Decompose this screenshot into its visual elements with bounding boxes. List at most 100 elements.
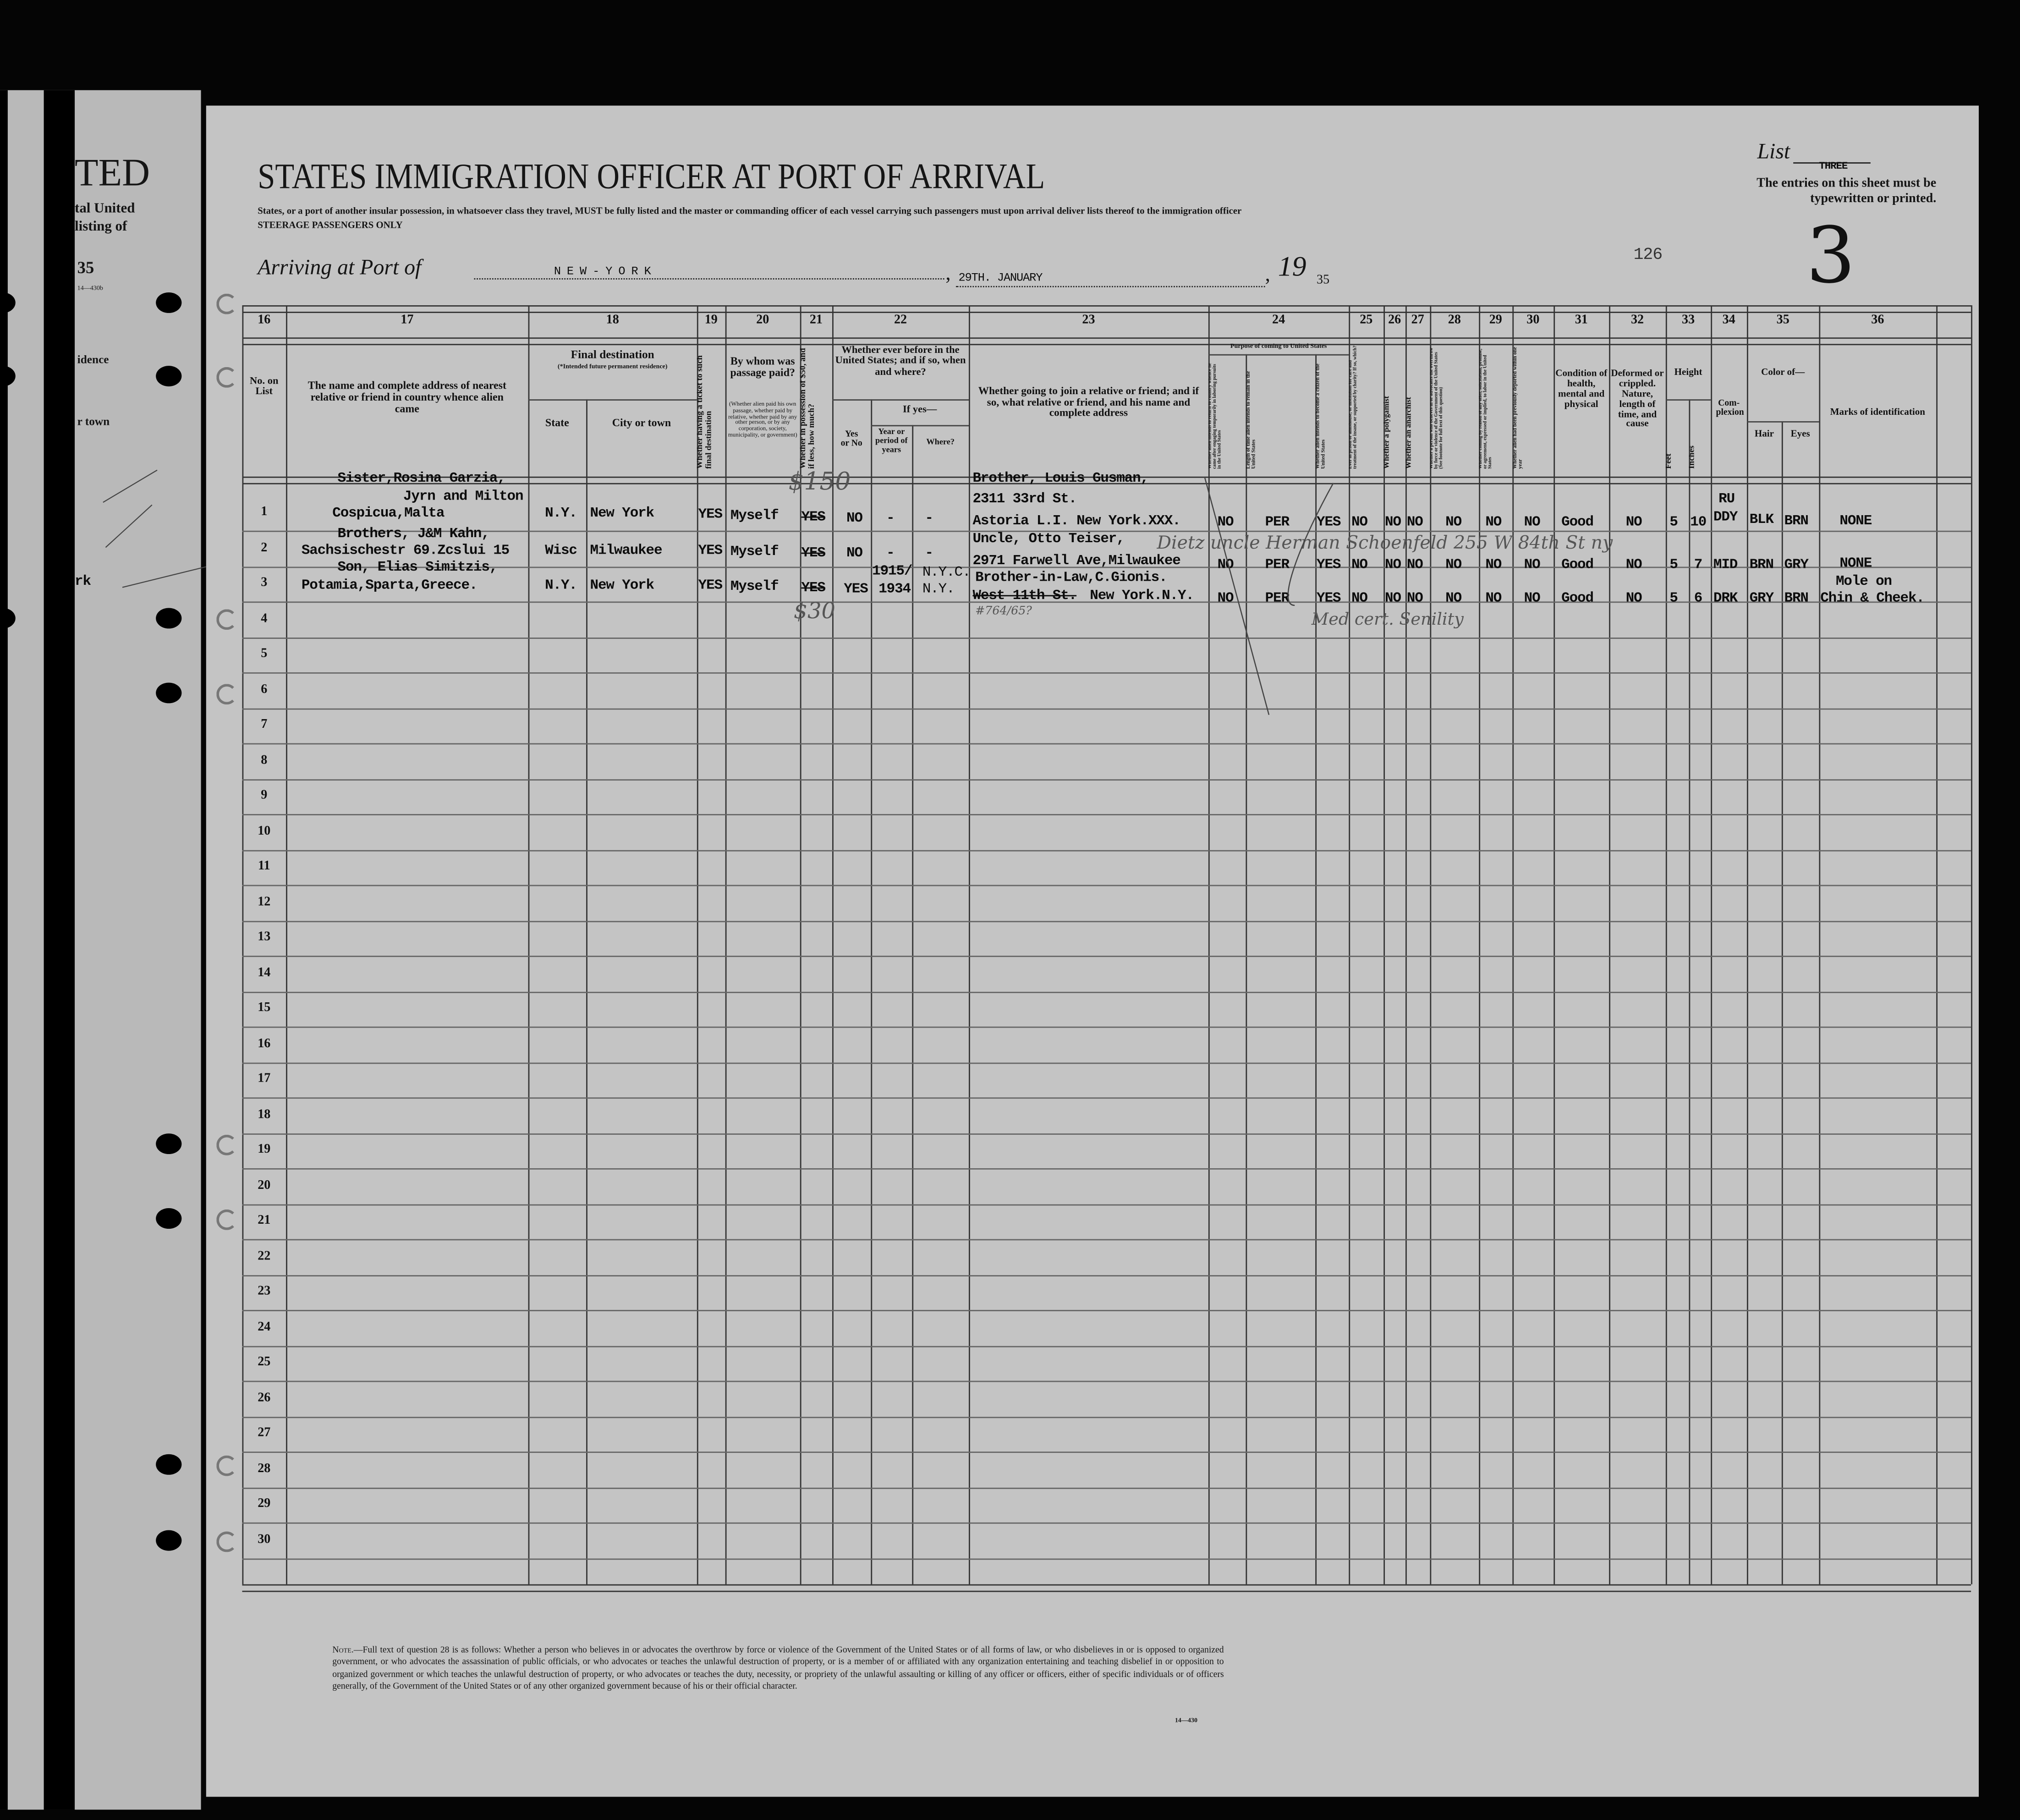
row-number: 20 [258,1178,271,1192]
joining-line: New York.N.Y. [1090,588,1194,605]
reinforcement-ring [216,684,237,705]
port-value: N E W - Y O R K [554,265,651,279]
destination-city: Milwaukee [590,543,663,559]
row-rule [242,885,1971,886]
marks-line: Chin & Cheek. [1820,591,1925,607]
header-if-yes: If yes— [902,403,937,415]
header-health: Condition of health, mental and physical [1555,367,1608,409]
column-rule [1405,305,1407,1584]
left-page-form-number: 14—430b [77,286,103,292]
row-rule [242,1522,1971,1524]
column-rule [1246,354,1247,1584]
height-inches: 7 [1694,557,1703,573]
column-number-23: 23 [1082,313,1095,327]
row-rule [242,1558,1971,1559]
column-rule [1936,305,1938,1584]
before-where: - [925,511,933,527]
polygamist-value: NO [1385,591,1401,607]
year-prefix: 19 [1278,250,1306,282]
before-year: - [886,546,895,562]
reinforcement-ring [216,293,237,314]
row-rule [242,530,1971,532]
year-suffix: 35 [1317,273,1330,287]
row-number: 16 [258,1036,271,1050]
date-value: 29TH. JANUARY [958,271,1043,285]
column-rule [1383,305,1385,1584]
row-number: 18 [258,1107,271,1122]
purpose-return: NO [1217,557,1234,573]
film-edge [0,90,8,1810]
relative-name: Son, Elias Simitzis, [337,560,498,576]
purpose-length: PER [1265,591,1290,607]
row-number: 9 [261,788,268,803]
double-rule [242,476,1971,484]
row-number: 10 [258,824,271,838]
left-page-entry: rk [75,574,91,590]
row-number: 1 [261,505,268,519]
column-rule [1430,305,1432,1584]
deformed-value: NO [1625,557,1642,573]
column-rule [1819,305,1821,1584]
eyes-value: GRY [1784,557,1809,573]
header-final-destination: Final destination [571,347,654,361]
form-instruction: States, or a port of another insular pos… [258,204,1242,217]
left-page-column-label: idence [77,353,109,366]
double-rule [242,305,1971,313]
deported-value: NO [1524,591,1541,607]
row-rule [242,672,1971,674]
form-title: STATES IMMIGRATION OFFICER AT PORT OF AR… [258,157,1045,197]
column-rule [1711,305,1713,1584]
before-where: - [925,546,933,562]
row-number: 24 [258,1320,271,1334]
punch-hole [156,682,182,704]
destination-city: New York [590,578,655,594]
deported-value: NO [1524,557,1541,573]
handwritten-annotation: Med cert. Senility [1311,610,1464,630]
punch-hole [156,1530,182,1551]
row-number: 25 [258,1355,271,1369]
column-rule [1609,305,1610,1584]
footnote-text: —Full text of question 28 is as follows:… [332,1644,1224,1691]
complexion-value: MID [1713,557,1738,573]
row-rule [242,1204,1971,1205]
column-number-34: 34 [1722,313,1735,327]
complexion-value: DRK [1713,591,1738,607]
joining-line: Brother-in-Law,C.Gionis. [975,570,1168,586]
column-rule [1746,305,1748,1584]
joining-struck: West 11th St. [972,588,1077,605]
purpose-citizen: YES [1317,515,1341,531]
reinforcement-ring [216,367,237,388]
stamp-number: 126 [1633,244,1663,264]
row-number: 8 [261,753,268,767]
deformed-value: NO [1625,591,1642,607]
sheet-number: 3 [1806,211,1855,302]
row-rule [242,1416,1971,1418]
reinforcement-ring [216,1531,237,1552]
money-struck-value: YES [801,581,826,597]
row-number: 13 [258,930,271,944]
relative-name: Sister,Rosina Garzia, [337,471,506,487]
form-number: 14—430 [1175,1718,1198,1725]
row-number: 26 [258,1390,271,1405]
column-number-35: 35 [1776,313,1789,327]
header-eyes: Eyes [1790,428,1810,440]
column-rule [725,305,727,1584]
before-value: NO [846,546,863,562]
money-struck-value: YES [801,510,826,526]
paid-by-value: Myself [730,579,779,595]
column-rule [912,425,914,1584]
joining-line: Brother, Louis Gusman, [972,471,1149,487]
punch-hole [156,1208,182,1229]
left-page-line: tal United [75,201,135,217]
row-rule [242,1168,1971,1170]
column-number-27: 27 [1411,313,1424,327]
reinforcement-ring [216,609,237,630]
reinforcement-ring [216,1134,237,1155]
header-rule [1208,354,1349,356]
row-number: 28 [258,1461,271,1476]
row-rule [242,708,1971,709]
column-rule [1665,305,1667,1584]
column-number-19: 19 [704,313,718,327]
column-number-31: 31 [1575,313,1588,327]
